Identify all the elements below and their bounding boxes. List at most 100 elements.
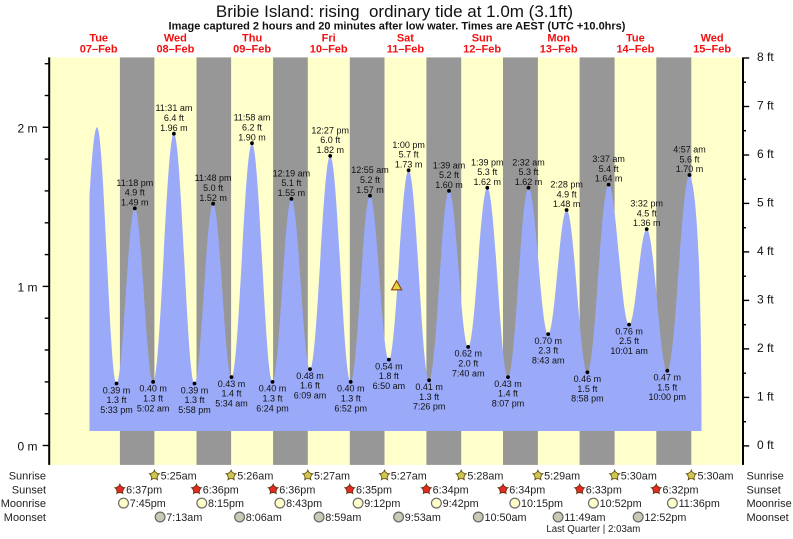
svg-text:1.4 ft: 1.4 ft [221,389,242,399]
svg-text:1 m: 1 m [17,281,37,295]
svg-text:4:57 am: 4:57 am [673,145,706,155]
svg-text:8:07 pm: 8:07 pm [492,399,525,409]
svg-text:2:28 pm: 2:28 pm [550,180,583,190]
svg-text:5:27am: 5:27am [314,471,350,483]
svg-text:0.40 m: 0.40 m [259,384,287,394]
svg-text:1.48 m: 1.48 m [553,199,581,209]
svg-text:6:35pm: 6:35pm [356,484,392,496]
svg-text:2:32 am: 2:32 am [512,157,545,167]
svg-text:10–Feb: 10–Feb [310,44,348,56]
svg-text:12:55 am: 12:55 am [351,165,389,175]
svg-text:8:06am: 8:06am [246,512,282,524]
svg-text:5.6 ft: 5.6 ft [679,154,700,164]
svg-text:Sunrise: Sunrise [747,471,784,483]
svg-text:1.57 m: 1.57 m [356,185,384,195]
svg-text:5.7 ft: 5.7 ft [399,150,420,160]
svg-text:1.3 ft: 1.3 ft [106,395,127,405]
svg-text:1:39 pm: 1:39 pm [471,157,504,167]
svg-text:10:01 am: 10:01 am [610,346,648,356]
svg-text:1.96 m: 1.96 m [160,123,188,133]
svg-text:Wed: Wed [701,32,724,44]
svg-text:11:58 am: 11:58 am [234,113,271,123]
svg-text:5:30am: 5:30am [698,471,734,483]
svg-text:13–Feb: 13–Feb [540,44,578,56]
svg-text:1.60 m: 1.60 m [435,180,463,190]
svg-text:6:36pm: 6:36pm [203,484,239,496]
svg-text:8:59am: 8:59am [325,512,361,524]
svg-text:9:12pm: 9:12pm [364,498,400,510]
svg-text:2 ft: 2 ft [757,341,774,355]
svg-text:5:30am: 5:30am [621,471,657,483]
svg-text:1.4 ft: 1.4 ft [498,389,519,399]
svg-text:0 ft: 0 ft [757,438,774,452]
svg-text:Tue: Tue [89,32,108,44]
svg-text:0.43 m: 0.43 m [218,379,246,389]
svg-text:0 m: 0 m [17,440,37,454]
svg-text:5.3 ft: 5.3 ft [518,167,539,177]
svg-text:08–Feb: 08–Feb [156,44,194,56]
svg-text:6.4 ft: 6.4 ft [164,113,185,123]
svg-text:5:58 pm: 5:58 pm [178,405,211,415]
svg-text:1 ft: 1 ft [757,389,774,403]
svg-text:2.3 ft: 2.3 ft [538,346,559,356]
svg-text:1.49 m: 1.49 m [121,198,149,208]
svg-text:12–Feb: 12–Feb [463,44,501,56]
svg-text:1.3 ft: 1.3 ft [341,394,362,404]
svg-text:4 ft: 4 ft [757,244,774,258]
svg-text:6:24 pm: 6:24 pm [256,403,289,413]
svg-text:10:50am: 10:50am [485,512,527,524]
svg-text:6:09 am: 6:09 am [294,391,327,401]
svg-text:3 ft: 3 ft [757,292,774,306]
svg-text:1.90 m: 1.90 m [238,132,266,142]
svg-text:7 ft: 7 ft [757,99,774,113]
svg-text:6:34pm: 6:34pm [509,484,545,496]
svg-text:1.73 m: 1.73 m [395,159,423,169]
svg-text:8:15pm: 8:15pm [208,498,244,510]
svg-text:6:50 am: 6:50 am [373,381,406,391]
svg-text:Moonrise: Moonrise [747,498,792,510]
svg-text:Tue: Tue [626,32,645,44]
svg-text:0.39 m: 0.39 m [103,385,131,395]
svg-text:15–Feb: 15–Feb [693,44,731,56]
svg-text:8:43 am: 8:43 am [532,356,565,366]
svg-text:1.64 m: 1.64 m [595,174,623,184]
svg-text:2.5 ft: 2.5 ft [619,336,640,346]
svg-text:Mon: Mon [547,32,570,44]
svg-text:1.5 ft: 1.5 ft [657,382,678,392]
svg-text:6 ft: 6 ft [757,147,774,161]
svg-text:5:28am: 5:28am [467,471,503,483]
svg-text:Moonset: Moonset [4,512,46,524]
svg-text:4.5 ft: 4.5 ft [637,208,658,218]
svg-text:7:13am: 7:13am [166,512,202,524]
svg-text:12:52pm: 12:52pm [644,512,686,524]
svg-text:0.40 m: 0.40 m [337,384,365,394]
svg-text:5.0 ft: 5.0 ft [203,183,224,193]
svg-text:0.54 m: 0.54 m [375,361,403,371]
svg-text:11:36pm: 11:36pm [679,498,720,510]
svg-text:5.1 ft: 5.1 ft [281,178,302,188]
svg-text:09–Feb: 09–Feb [233,44,271,56]
svg-text:Sun: Sun [472,32,493,44]
svg-text:1.52 m: 1.52 m [199,193,227,203]
svg-text:5:34 am: 5:34 am [215,399,248,409]
svg-text:Sunset: Sunset [12,484,46,496]
svg-text:1.3 ft: 1.3 ft [262,394,283,404]
svg-text:1.36 m: 1.36 m [633,218,661,228]
svg-text:0.40 m: 0.40 m [139,384,167,394]
svg-text:6:36pm: 6:36pm [279,484,315,496]
svg-text:4.9 ft: 4.9 ft [125,188,146,198]
svg-text:Sunset: Sunset [747,484,781,496]
svg-text:4.9 ft: 4.9 ft [557,189,578,199]
svg-text:6:52 pm: 6:52 pm [334,403,367,413]
svg-text:0.47 m: 0.47 m [654,373,682,383]
svg-text:0.48 m: 0.48 m [296,371,324,381]
svg-text:Bribie Island: rising ordinar: Bribie Island: rising ordinary tide at 1… [216,2,573,21]
svg-text:Sat: Sat [397,32,414,44]
svg-text:10:00 pm: 10:00 pm [649,392,687,402]
svg-text:1:39 am: 1:39 am [433,160,466,170]
svg-text:0.39 m: 0.39 m [181,385,209,395]
svg-text:5:02 am: 5:02 am [137,403,170,413]
svg-text:11:18 pm: 11:18 pm [116,178,153,188]
svg-text:6:37pm: 6:37pm [126,484,162,496]
svg-text:11:31 am: 11:31 am [155,103,192,113]
